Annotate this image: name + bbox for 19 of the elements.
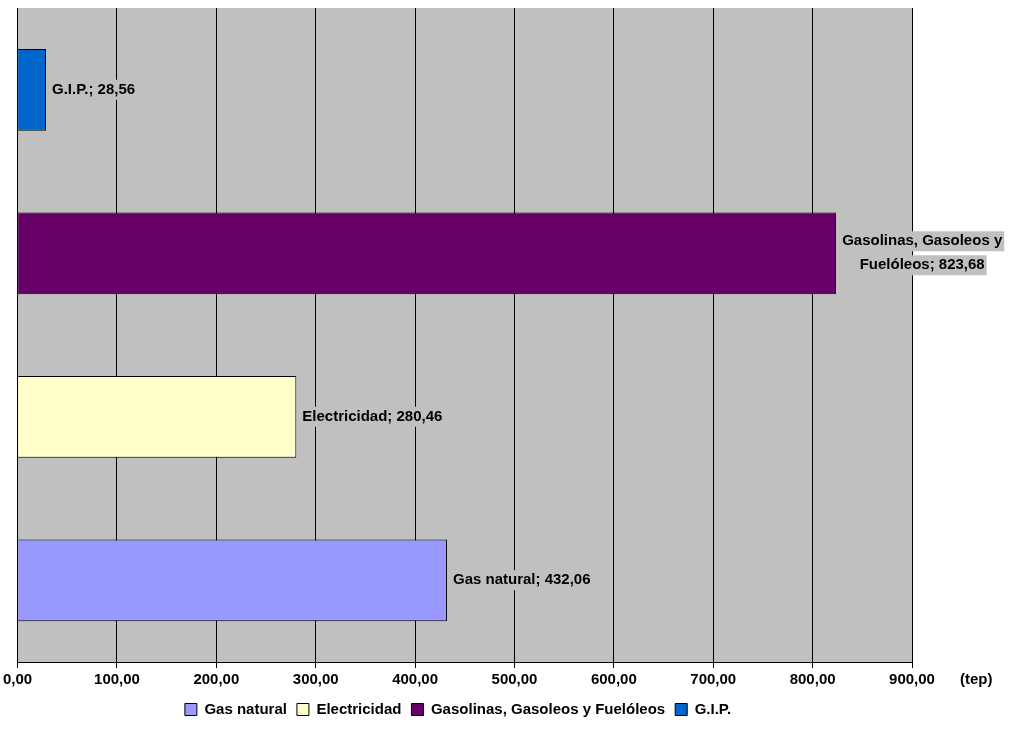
data-label: Electricidad; 280,46 bbox=[302, 406, 443, 424]
x-tick-label: 200,00 bbox=[193, 670, 240, 688]
x-tick-label: 600,00 bbox=[590, 670, 637, 688]
x-tick-label: 900,00 bbox=[889, 670, 935, 688]
data-label: Gasolinas, Gasoleos y Fuelóleos; 823,68 bbox=[842, 231, 1003, 273]
data-label: G.I.P.; 28,56 bbox=[51, 79, 136, 97]
x-tick-label: 500,00 bbox=[491, 670, 538, 688]
legend-label: Gas natural bbox=[204, 699, 287, 717]
x-tick-label: 300,00 bbox=[292, 670, 339, 688]
legend-label: Gasolinas, Gasoleos y Fuelóleos bbox=[430, 699, 666, 717]
data-label: Gas natural; 432,06 bbox=[452, 570, 591, 588]
x-tick-label: 0,00 bbox=[3, 670, 33, 688]
legend-label: Electricidad bbox=[316, 699, 402, 717]
legend-label: G.I.P. bbox=[694, 699, 732, 717]
x-axis-title: (tep) bbox=[960, 670, 993, 688]
x-tick-label: 700,00 bbox=[690, 670, 737, 688]
x-tick-label: 400,00 bbox=[392, 670, 439, 688]
x-tick-label: 100,00 bbox=[94, 670, 140, 688]
x-tick-label: 800,00 bbox=[789, 670, 836, 688]
